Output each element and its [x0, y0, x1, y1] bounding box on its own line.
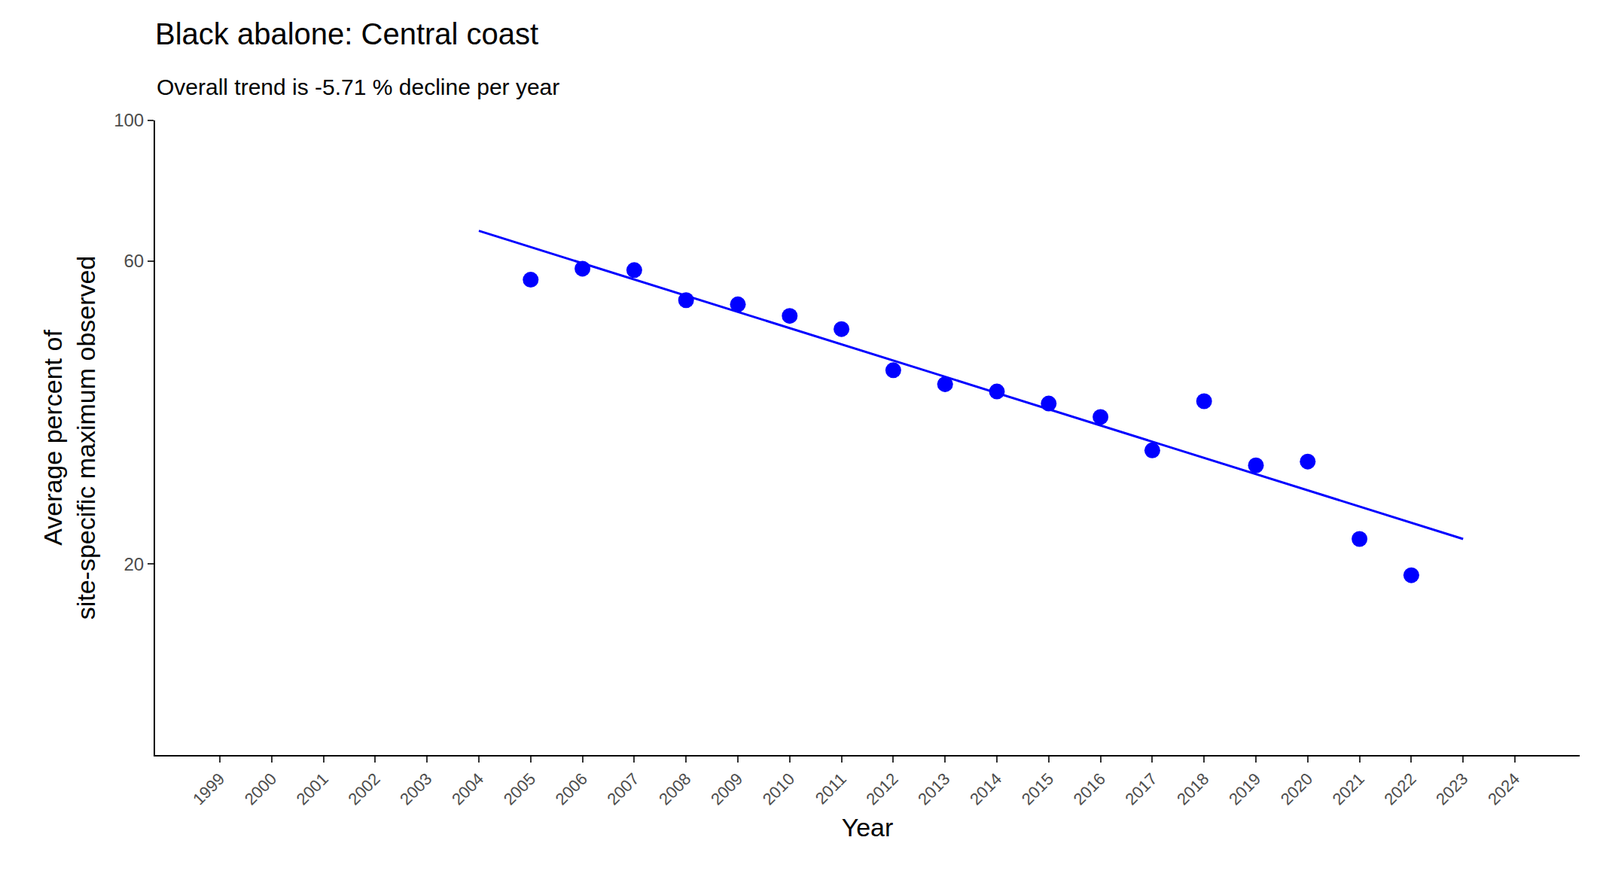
svg-text:Black abalone: Central coast: Black abalone: Central coast	[155, 17, 539, 51]
svg-text:Overall trend is -5.71 % decli: Overall trend is -5.71 % decline per yea…	[156, 74, 560, 100]
svg-text:2014: 2014	[966, 769, 1006, 809]
svg-text:2002: 2002	[344, 769, 384, 809]
svg-text:2010: 2010	[758, 769, 799, 809]
svg-text:2013: 2013	[914, 769, 954, 809]
svg-text:2016: 2016	[1069, 769, 1110, 809]
svg-text:2004: 2004	[448, 769, 488, 809]
svg-text:2005: 2005	[499, 769, 540, 809]
svg-text:2007: 2007	[603, 769, 643, 809]
svg-text:2006: 2006	[551, 769, 592, 809]
svg-text:2021: 2021	[1328, 769, 1369, 809]
svg-text:2020: 2020	[1276, 769, 1317, 809]
svg-text:20: 20	[123, 554, 144, 575]
svg-text:100: 100	[113, 109, 144, 131]
svg-text:2015: 2015	[1017, 769, 1058, 809]
svg-text:2024: 2024	[1484, 769, 1524, 809]
svg-text:2019: 2019	[1225, 769, 1265, 809]
svg-text:2003: 2003	[396, 769, 436, 809]
svg-text:1999: 1999	[188, 769, 229, 809]
svg-text:2018: 2018	[1173, 769, 1213, 809]
svg-text:Year: Year	[841, 813, 894, 842]
svg-text:60: 60	[123, 250, 144, 272]
svg-text:2001: 2001	[292, 769, 333, 809]
svg-text:2011: 2011	[811, 769, 851, 808]
svg-text:2023: 2023	[1432, 769, 1472, 809]
svg-text:2012: 2012	[862, 769, 902, 809]
svg-text:2000: 2000	[240, 769, 281, 809]
svg-text:2008: 2008	[655, 769, 695, 809]
svg-text:Average percent ofsite-specifi: Average percent ofsite-specific maximum …	[38, 256, 101, 621]
svg-text:2017: 2017	[1121, 769, 1161, 809]
svg-text:2009: 2009	[707, 769, 747, 809]
svg-text:2022: 2022	[1380, 769, 1420, 809]
